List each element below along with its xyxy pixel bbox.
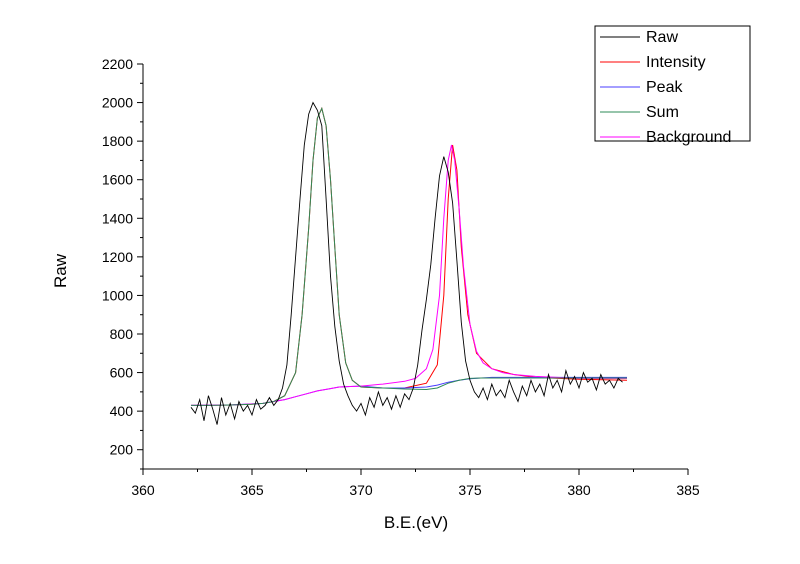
legend-label-intensity: Intensity — [646, 54, 706, 71]
legend: Raw Intensity Peak Sum Background — [594, 25, 751, 146]
y-ticks: 200 400 600 800 1000 1200 1400 1600 1800 2000 2200 — [102, 56, 143, 470]
y-tick-label: 2000 — [102, 95, 133, 111]
x-tick-label: 370 — [349, 482, 373, 498]
x-tick-label: 380 — [567, 482, 591, 498]
y-tick-label: 400 — [110, 403, 134, 419]
series-line-sum — [191, 106, 627, 406]
y-tick-label: 800 — [110, 326, 134, 342]
legend-label-background: Background — [646, 129, 731, 146]
series-layer — [190, 101, 628, 425]
x-tick-label: 360 — [131, 482, 155, 498]
legend-label-raw: Raw — [646, 29, 678, 46]
series-line-raw — [190, 101, 623, 425]
y-tick-label: 1200 — [102, 249, 133, 265]
x-tick-label: 365 — [240, 482, 264, 498]
x-tick-label: 375 — [458, 482, 482, 498]
x-axis-title: B.E.(eV) — [384, 513, 448, 532]
y-tick-label: 2200 — [102, 56, 133, 72]
y-tick-label: 200 — [110, 442, 134, 458]
y-tick-label: 1400 — [102, 210, 133, 226]
x-ticks: 360 365 370 375 380 385 — [131, 469, 700, 498]
legend-label-peak: Peak — [646, 79, 683, 96]
y-tick-label: 1800 — [102, 133, 133, 149]
x-tick-label: 385 — [676, 482, 700, 498]
series-line-intensity — [191, 106, 628, 406]
y-tick-label: 600 — [110, 365, 134, 381]
legend-box — [594, 25, 751, 142]
y-tick-label: 1000 — [102, 287, 133, 303]
y-axis-title: Raw — [51, 253, 70, 288]
y-tick-label: 1600 — [102, 172, 133, 188]
series-line-background — [190, 144, 627, 406]
legend-label-sum: Sum — [646, 104, 679, 121]
